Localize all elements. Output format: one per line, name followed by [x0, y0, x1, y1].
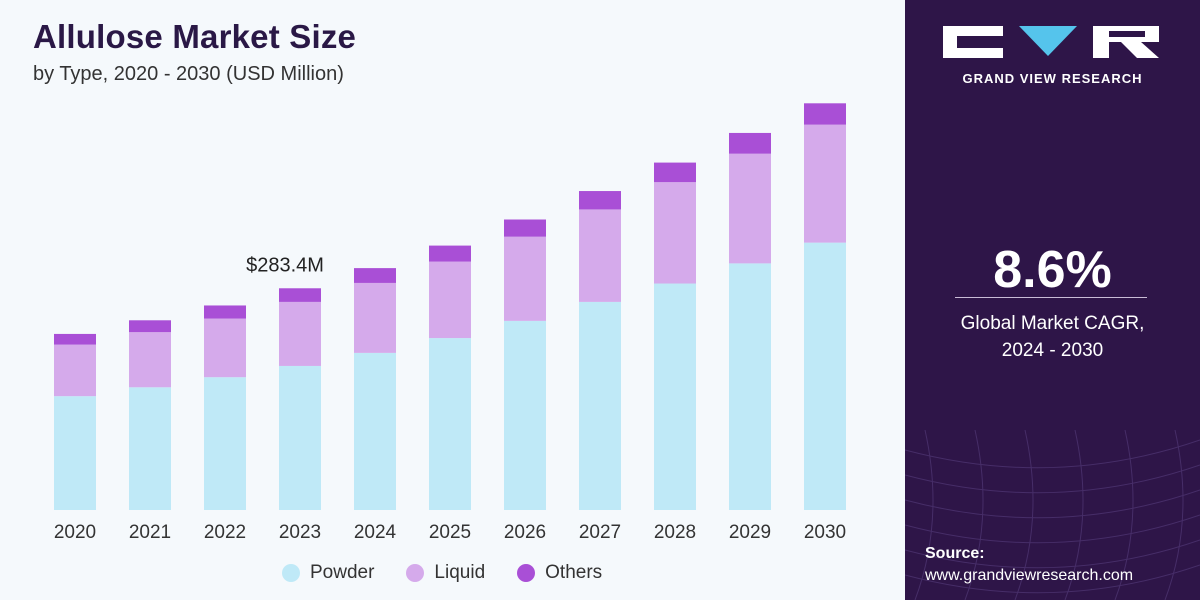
- bar-liquid-2024: [354, 282, 396, 353]
- x-tick-label-2025: 2025: [429, 522, 471, 543]
- stacked-bar-chart: 2020 2021 2022 2023 $283.4M 2024 2025 2026 2027 2…: [54, 103, 846, 543]
- bar-powder-2026: [504, 320, 546, 510]
- bar-powder-2021: [129, 387, 171, 510]
- cagr-label-line2: 2024 - 2030: [1001, 340, 1104, 361]
- legend-label-others: Others: [545, 562, 603, 583]
- chart-legend: Powder Liquid Others: [282, 562, 634, 584]
- bar-powder-2023: [279, 365, 321, 510]
- bar-liquid-2021: [129, 332, 171, 388]
- legend-label-liquid: Liquid: [434, 562, 486, 583]
- legend-swatch-powder: [282, 564, 300, 582]
- x-tick-label-2023: 2023: [279, 522, 321, 543]
- x-tick-label-2028: 2028: [654, 522, 696, 543]
- bar-powder-2025: [429, 338, 471, 510]
- bar-others-2020: [54, 333, 96, 345]
- bar-powder-2028: [654, 283, 696, 510]
- bar-liquid-2027: [579, 209, 621, 302]
- x-tick-label-2020: 2020: [54, 522, 96, 543]
- x-tick-label-2027: 2027: [579, 522, 621, 543]
- bar-value-annotation: $283.4M: [246, 254, 324, 276]
- source-block: Source: www.grandviewresearch.com: [925, 543, 1133, 587]
- bar-powder-2027: [579, 301, 621, 510]
- bar-others-2022: [204, 305, 246, 319]
- bar-powder-2030: [804, 242, 846, 510]
- bar-others-2028: [654, 162, 696, 183]
- bar-others-2024: [354, 268, 396, 283]
- legend-item-powder: Powder: [282, 562, 374, 584]
- source-link[interactable]: www.grandviewresearch.com: [925, 567, 1134, 584]
- cagr-value: 8.6%: [993, 241, 1112, 299]
- x-tick-label-2024: 2024: [354, 522, 397, 543]
- bar-liquid-2028: [654, 182, 696, 284]
- bar-liquid-2030: [804, 124, 846, 243]
- info-panel: GRAND VIEW RESEARCH 8.6% Global Market C…: [905, 0, 1200, 600]
- x-tick-label-2022: 2022: [204, 522, 246, 543]
- bar-others-2027: [579, 191, 621, 210]
- legend-item-others: Others: [517, 562, 602, 584]
- bar-powder-2029: [729, 263, 771, 510]
- legend-item-liquid: Liquid: [406, 562, 485, 584]
- cagr-divider: [955, 297, 1147, 298]
- bar-others-2025: [429, 245, 471, 262]
- bar-powder-2022: [204, 377, 246, 510]
- bar-powder-2020: [54, 396, 96, 510]
- bar-others-2030: [804, 103, 846, 125]
- bar-powder-2024: [354, 352, 396, 510]
- decorative-grid: [905, 430, 1200, 600]
- x-tick-label-2029: 2029: [729, 522, 771, 543]
- x-tick-label-2021: 2021: [129, 522, 171, 543]
- grand-view-research-logo: [943, 26, 1159, 58]
- brand-name: GRAND VIEW RESEARCH: [962, 71, 1143, 86]
- bar-liquid-2026: [504, 236, 546, 321]
- source-title: Source:: [925, 545, 985, 562]
- bar-liquid-2022: [204, 318, 246, 378]
- bar-others-2023: [279, 288, 321, 302]
- chart-panel: Allulose Market Size by Type, 2020 - 203…: [33, 18, 847, 584]
- bar-others-2029: [729, 132, 771, 154]
- bar-others-2021: [129, 320, 171, 333]
- chart-subtitle: by Type, 2020 - 2030 (USD Million): [33, 63, 344, 85]
- bar-liquid-2029: [729, 153, 771, 264]
- legend-swatch-liquid: [406, 564, 425, 582]
- x-tick-label-2026: 2026: [504, 522, 546, 543]
- bar-liquid-2025: [429, 261, 471, 339]
- legend-swatch-others: [517, 564, 536, 582]
- bar-liquid-2023: [279, 301, 321, 366]
- bar-liquid-2020: [54, 344, 96, 397]
- bar-others-2026: [504, 219, 546, 237]
- x-tick-label-2030: 2030: [804, 522, 846, 543]
- legend-label-powder: Powder: [310, 562, 375, 583]
- cagr-label: Global Market CAGR, 2024 - 2030: [905, 310, 1200, 364]
- chart-title: Allulose Market Size: [33, 18, 357, 55]
- cagr-label-line1: Global Market CAGR,: [960, 313, 1145, 334]
